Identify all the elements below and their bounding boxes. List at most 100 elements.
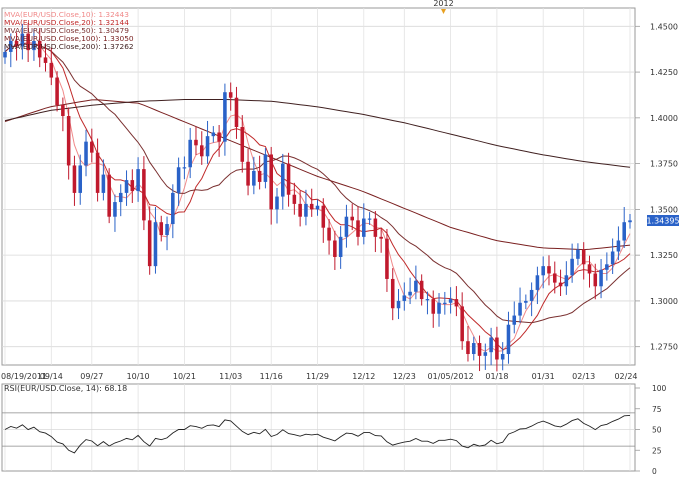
candle-body xyxy=(610,251,615,265)
date-x-tick-label: 12/23 xyxy=(393,372,416,381)
candle-body xyxy=(118,192,123,203)
moving-average-line-50 xyxy=(4,42,631,324)
candle-body xyxy=(275,196,279,210)
candle-body xyxy=(385,238,389,279)
candle-body xyxy=(78,165,83,193)
candle-body xyxy=(142,169,146,221)
price-y-tick-label: 1.4500 xyxy=(650,22,678,31)
candle-body xyxy=(240,127,245,162)
date-x-tick-label: 01/31 xyxy=(532,372,555,381)
date-x-tick-label: 09/14 xyxy=(40,372,63,381)
candle-body xyxy=(454,299,459,307)
candle-body xyxy=(9,40,13,52)
candle-body xyxy=(402,295,407,301)
rsi-y-tick-label: 75 xyxy=(652,405,662,414)
candle-body xyxy=(547,266,551,274)
rsi-title: RSI(EUR/USD.Close, 14): 68.18 xyxy=(4,384,127,393)
candle-body xyxy=(552,273,557,283)
candle-body xyxy=(315,205,320,210)
candle-body xyxy=(333,240,337,257)
candle-body xyxy=(84,141,88,166)
candle-body xyxy=(26,33,30,51)
legend-entry-100: MVA(EUR/USD.Close,100): 1.33050 xyxy=(4,34,134,43)
date-x-tick-label: 08/19/2011 xyxy=(1,372,47,381)
rsi-y-tick-label: 0 xyxy=(652,467,657,476)
date-x-tick-label: 09/27 xyxy=(80,372,103,381)
price-y-axis: 1.4500 1.4250 1.4000 1.3750 1.3500 1.3250 1.30… xyxy=(635,22,678,352)
legend-entry-20: MVA(EUR/USD.Close,20): 1.32144 xyxy=(4,18,129,27)
price-y-tick-label: 1.3750 xyxy=(650,160,678,169)
candle-body xyxy=(593,273,598,287)
candle-body xyxy=(570,258,574,276)
candle-body xyxy=(460,306,464,342)
candle-body xyxy=(518,302,522,316)
year-marker: 2012 xyxy=(433,0,454,14)
candle-body xyxy=(32,40,36,51)
candle-body xyxy=(205,136,210,157)
candle-body xyxy=(437,302,441,314)
candle-body xyxy=(223,92,227,142)
candle-body xyxy=(90,141,94,153)
candle-body xyxy=(321,205,326,228)
candle-body xyxy=(564,275,569,287)
candle-body xyxy=(281,163,285,197)
candle-body xyxy=(529,289,534,301)
candle-body xyxy=(188,139,192,168)
candle-body xyxy=(495,337,499,360)
candle-body xyxy=(379,236,383,239)
candle-body xyxy=(107,174,111,217)
candle-body xyxy=(159,222,164,236)
candle-body xyxy=(286,163,291,195)
date-x-tick-label: 11/03 xyxy=(219,372,242,381)
candle-body xyxy=(171,192,175,225)
candle-body xyxy=(136,169,140,192)
date-x-tick-label: 11/16 xyxy=(260,372,283,381)
candle-body xyxy=(477,343,482,356)
candle-body xyxy=(194,139,198,146)
moving-average-line-100 xyxy=(4,99,631,251)
candle-body xyxy=(599,269,603,287)
legend-entry-50: MVA(EUR/USD.Close,50): 1.30479 xyxy=(4,26,129,35)
candle-body xyxy=(269,154,273,210)
candle-body xyxy=(37,40,42,58)
candlestick-series xyxy=(3,22,632,372)
candle-body xyxy=(95,152,100,193)
candle-body xyxy=(292,194,297,204)
candle-body xyxy=(147,220,152,267)
rsi-plot-frame xyxy=(1,383,636,472)
candle-body xyxy=(55,77,59,106)
year-marker-label: 2012 xyxy=(433,0,453,8)
candle-body xyxy=(587,264,592,274)
candle-body xyxy=(605,264,609,270)
candle-body xyxy=(524,300,528,303)
rsi-panel: RSI(EUR/USD.Close, 14): 68.18 100 75 50 25 0 xyxy=(1,383,667,476)
candle-body xyxy=(500,354,505,360)
candle-body xyxy=(72,165,77,193)
moving-average-legend: MVA(EUR/USD.Close,10): 1.32443MVA(EUR/US… xyxy=(4,10,134,51)
candle-body xyxy=(130,180,135,192)
candle-body xyxy=(356,220,360,237)
candle-body xyxy=(252,170,256,186)
last-price-tag-box xyxy=(647,215,679,226)
date-x-tick-label: 02/13 xyxy=(572,372,595,381)
candle-body xyxy=(228,92,233,98)
candle-body xyxy=(373,218,378,237)
rsi-reference-lines xyxy=(2,412,635,447)
candle-body xyxy=(628,220,632,223)
candle-body xyxy=(199,145,204,157)
last-price-tag: 1.34395 xyxy=(646,215,680,226)
candle-body xyxy=(327,227,331,241)
candle-body xyxy=(558,282,563,287)
candle-body xyxy=(466,341,470,355)
candle-body xyxy=(425,299,430,301)
candle-body xyxy=(257,170,262,182)
candle-body xyxy=(298,203,302,217)
candle-body xyxy=(217,132,221,142)
date-x-tick-label: 01/18 xyxy=(485,372,508,381)
candle-body xyxy=(20,33,25,47)
candle-body xyxy=(419,280,424,300)
candle-body xyxy=(101,174,106,193)
candle-body xyxy=(506,324,511,355)
